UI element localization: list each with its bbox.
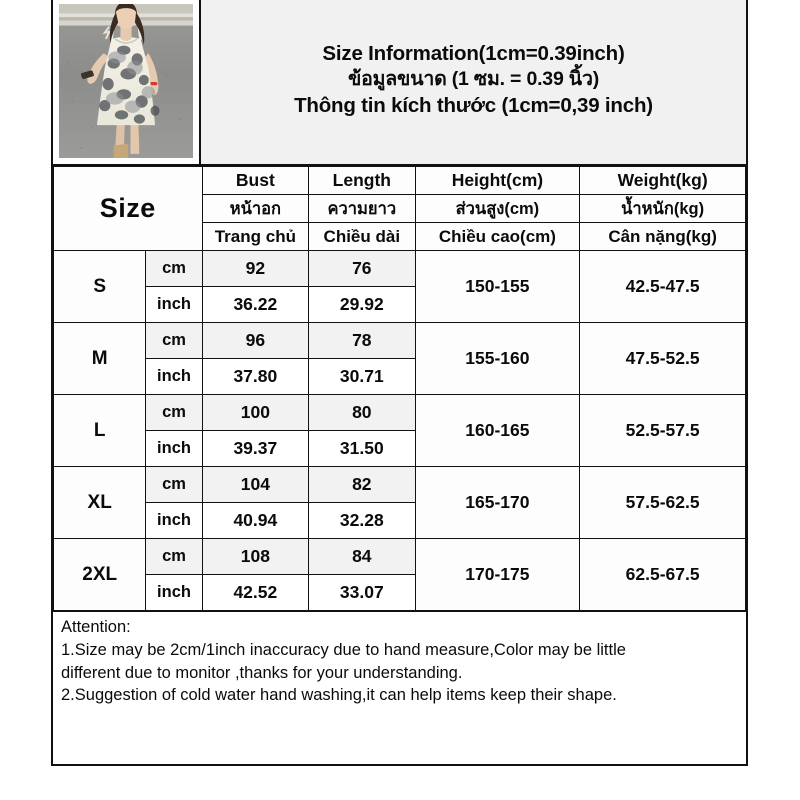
header-row-english: Size Bust Length Height(cm) Weight(kg) (53, 166, 746, 251)
column-header-height-th: ส่วนสูง(cm) (414, 194, 581, 223)
product-photo-cell (53, 0, 201, 164)
size-name: M (52, 322, 147, 395)
bust-cm: 92 (201, 250, 310, 287)
bust-inch: 37.80 (201, 358, 310, 395)
unit-label-cm: cm (145, 322, 203, 359)
bust-cm: 108 (201, 538, 310, 575)
table-row: inch 36.22 29.92 (54, 286, 746, 323)
header-band: Size Information(1cm=0.39inch) ข้อมูลขนา… (53, 0, 746, 166)
length-cm: 78 (308, 322, 416, 359)
bust-inch: 36.22 (201, 286, 310, 323)
length-inch: 29.92 (308, 286, 416, 323)
height-range: 155-160 (414, 322, 581, 395)
column-header-weight-th: น้ำหนัก(kg) (579, 194, 746, 223)
bust-inch: 42.52 (201, 574, 310, 611)
bust-inch: 39.37 (201, 430, 310, 467)
size-name: S (52, 250, 147, 323)
column-header-bust-th: หน้าอก (201, 194, 310, 223)
length-cm: 76 (308, 250, 416, 287)
size-name: L (52, 394, 147, 467)
bust-cm: 100 (201, 394, 310, 431)
length-inch: 31.50 (308, 430, 416, 467)
size-chart-card: Size Information(1cm=0.39inch) ข้อมูลขนา… (51, 0, 748, 766)
size-column-header: Size (53, 166, 203, 251)
title-english: Size Information(1cm=0.39inch) (322, 41, 625, 65)
unit-label-cm: cm (145, 466, 203, 503)
unit-label-cm: cm (145, 538, 203, 575)
size-name: XL (52, 466, 147, 539)
length-inch: 33.07 (308, 574, 416, 611)
table-row: XL cm 104 82 165-170 57.5-62.5 (52, 466, 746, 539)
table-row: S cm 92 76 150-155 42.5-47.5 (52, 250, 746, 323)
column-header-weight-vi: Cân nặng(kg) (579, 222, 746, 251)
length-cm: 80 (308, 394, 416, 431)
table-row: inch 42.52 33.07 (54, 574, 746, 611)
size-table: Size Bust Length Height(cm) Weight(kg) ห… (52, 166, 746, 611)
table-row: L cm 100 80 160-165 52.5-57.5 (52, 394, 746, 467)
height-range: 170-175 (414, 538, 581, 611)
table-row: 2XL cm 108 84 170-175 62.5-67.5 (52, 538, 746, 611)
attention-line-2: different due to monitor ,thanks for you… (61, 663, 463, 682)
attention-line-3: 2.Suggestion of cold water hand washing,… (61, 686, 617, 705)
bust-cm: 104 (201, 466, 310, 503)
column-header-height-vi: Chiều cao(cm) (414, 222, 581, 251)
weight-range: 47.5-52.5 (579, 322, 746, 395)
column-header-length-vi: Chiều dài (308, 222, 416, 251)
attention-line-1: 1.Size may be 2cm/1inch inaccuracy due t… (61, 640, 626, 659)
height-range: 160-165 (414, 394, 581, 467)
height-range: 165-170 (414, 466, 581, 539)
column-header-weight-en: Weight(kg) (579, 166, 746, 195)
size-name: 2XL (52, 538, 147, 611)
bust-inch: 40.94 (201, 502, 310, 539)
column-header-length-en: Length (308, 166, 416, 195)
product-photo (59, 4, 193, 158)
column-header-bust-vi: Trang chủ (201, 222, 310, 251)
column-header-height-en: Height(cm) (414, 166, 581, 195)
title-block: Size Information(1cm=0.39inch) ข้อมูลขนา… (201, 0, 746, 164)
header-row-thai: หน้าอก ความยาว ส่วนสูง(cm) น้ำหนัก(kg) (54, 194, 746, 223)
length-inch: 32.28 (308, 502, 416, 539)
unit-label-inch: inch (145, 358, 203, 395)
weight-range: 62.5-67.5 (579, 538, 746, 611)
length-inch: 30.71 (308, 358, 416, 395)
attention-note: Attention: 1.Size may be 2cm/1inch inacc… (53, 611, 746, 714)
height-range: 150-155 (414, 250, 581, 323)
weight-range: 52.5-57.5 (579, 394, 746, 467)
attention-heading: Attention: (61, 618, 131, 636)
header-row-vietnamese: Trang chủ Chiều dài Chiều cao(cm) Cân nặ… (54, 222, 746, 251)
unit-label-cm: cm (145, 250, 203, 287)
unit-label-inch: inch (145, 574, 203, 611)
weight-range: 42.5-47.5 (579, 250, 746, 323)
length-cm: 84 (308, 538, 416, 575)
weight-range: 57.5-62.5 (579, 466, 746, 539)
column-header-length-th: ความยาว (308, 194, 416, 223)
product-photo-illustration (59, 4, 193, 158)
unit-label-inch: inch (145, 502, 203, 539)
title-thai: ข้อมูลขนาด (1 ซม. = 0.39 นิ้ว) (348, 68, 599, 91)
unit-label-cm: cm (145, 394, 203, 431)
column-header-bust-en: Bust (201, 166, 310, 195)
unit-label-inch: inch (145, 286, 203, 323)
length-cm: 82 (308, 466, 416, 503)
unit-label-inch: inch (145, 430, 203, 467)
bust-cm: 96 (201, 322, 310, 359)
table-row: M cm 96 78 155-160 47.5-52.5 (52, 322, 746, 395)
title-vietnamese: Thông tin kích thước (1cm=0,39 inch) (294, 93, 653, 117)
